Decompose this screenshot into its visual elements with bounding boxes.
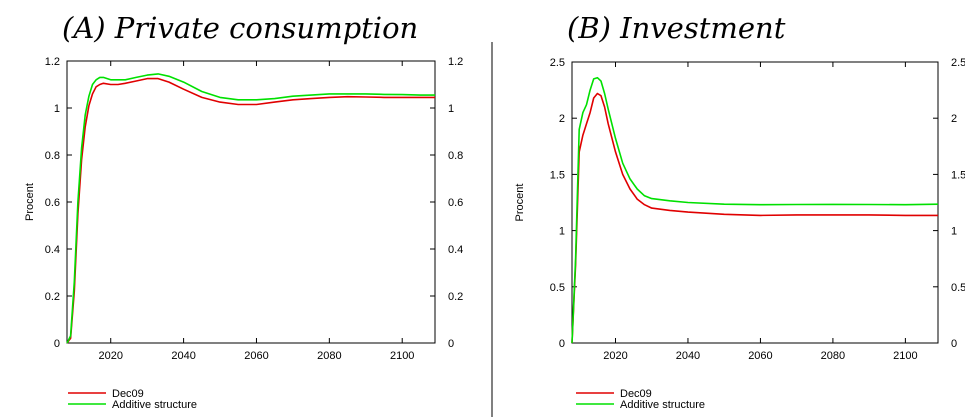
x-tick-label: 2100 [893,350,917,362]
series-line-dec09 [66,77,435,344]
plot-frame [66,60,436,344]
y-tick-label-right: 1.2 [448,56,463,68]
y-tick-label: 1.2 [45,56,60,68]
y-tick-label-right: 0.6 [448,197,463,209]
panel-a: (A) Private consumption Procent 0 0 0.2 0.2 0.… [24,11,463,411]
legend-label: Additive structure [112,399,197,411]
panel-title: (A) Private consumption [62,11,418,45]
y-tick-label-right: 0.2 [448,291,463,303]
y-tick-label-right: 1 [448,103,454,115]
series-line-additive-structure [571,76,939,344]
x-tick-label: 2020 [98,350,122,362]
y-tick-label-right: 2.5 [951,57,965,69]
plot-frame [571,61,939,344]
y-tick-label: 0.6 [45,197,60,209]
y-tick-label-right: 0 [951,338,957,350]
y-tick-label: 2.5 [550,57,565,69]
y-tick-label: 0.5 [550,282,565,294]
y-tick-label-right: 0.8 [448,150,463,162]
y-tick-label-right: 1.5 [951,169,965,181]
y-axis-label: Procent [514,184,526,222]
y-tick-label-right: 0.5 [951,282,965,294]
x-tick-label: 2060 [748,350,772,362]
series-line-additive-structure [66,73,435,344]
x-tick-label: 2040 [676,350,700,362]
y-tick-label: 1 [54,103,60,115]
y-tick-label: 0 [559,338,565,350]
legend-label: Dec09 [112,388,144,400]
y-tick-label: 1.5 [550,169,565,181]
y-tick-label-right: 0.4 [448,244,463,256]
y-tick-label: 1 [559,226,565,238]
x-tick-label: 2060 [244,350,268,362]
y-tick-label: 2 [559,113,565,125]
x-tick-label: 2020 [603,350,627,362]
x-tick-label: 2080 [821,350,845,362]
x-tick-label: 2080 [317,350,341,362]
y-axis-label: Procent [24,183,36,221]
x-tick-label: 2040 [171,350,195,362]
x-tick-label: 2100 [390,350,414,362]
y-tick-label: 0.2 [45,291,60,303]
y-tick-label: 0.4 [45,244,60,256]
panel-b: (B) Investment Procent 0 0 0.5 0.5 1 1 1.5 1.5 2 2 2… [514,11,965,411]
y-tick-label-right: 1 [951,226,957,238]
legend-label: Additive structure [620,399,705,411]
y-tick-label-right: 2 [951,113,957,125]
y-tick-label-right: 0 [448,338,454,350]
panel-title: (B) Investment [567,11,786,45]
legend-label: Dec09 [620,388,652,400]
y-tick-label: 0 [54,338,60,350]
y-tick-label: 0.8 [45,150,60,162]
series-line-dec09 [571,92,938,344]
